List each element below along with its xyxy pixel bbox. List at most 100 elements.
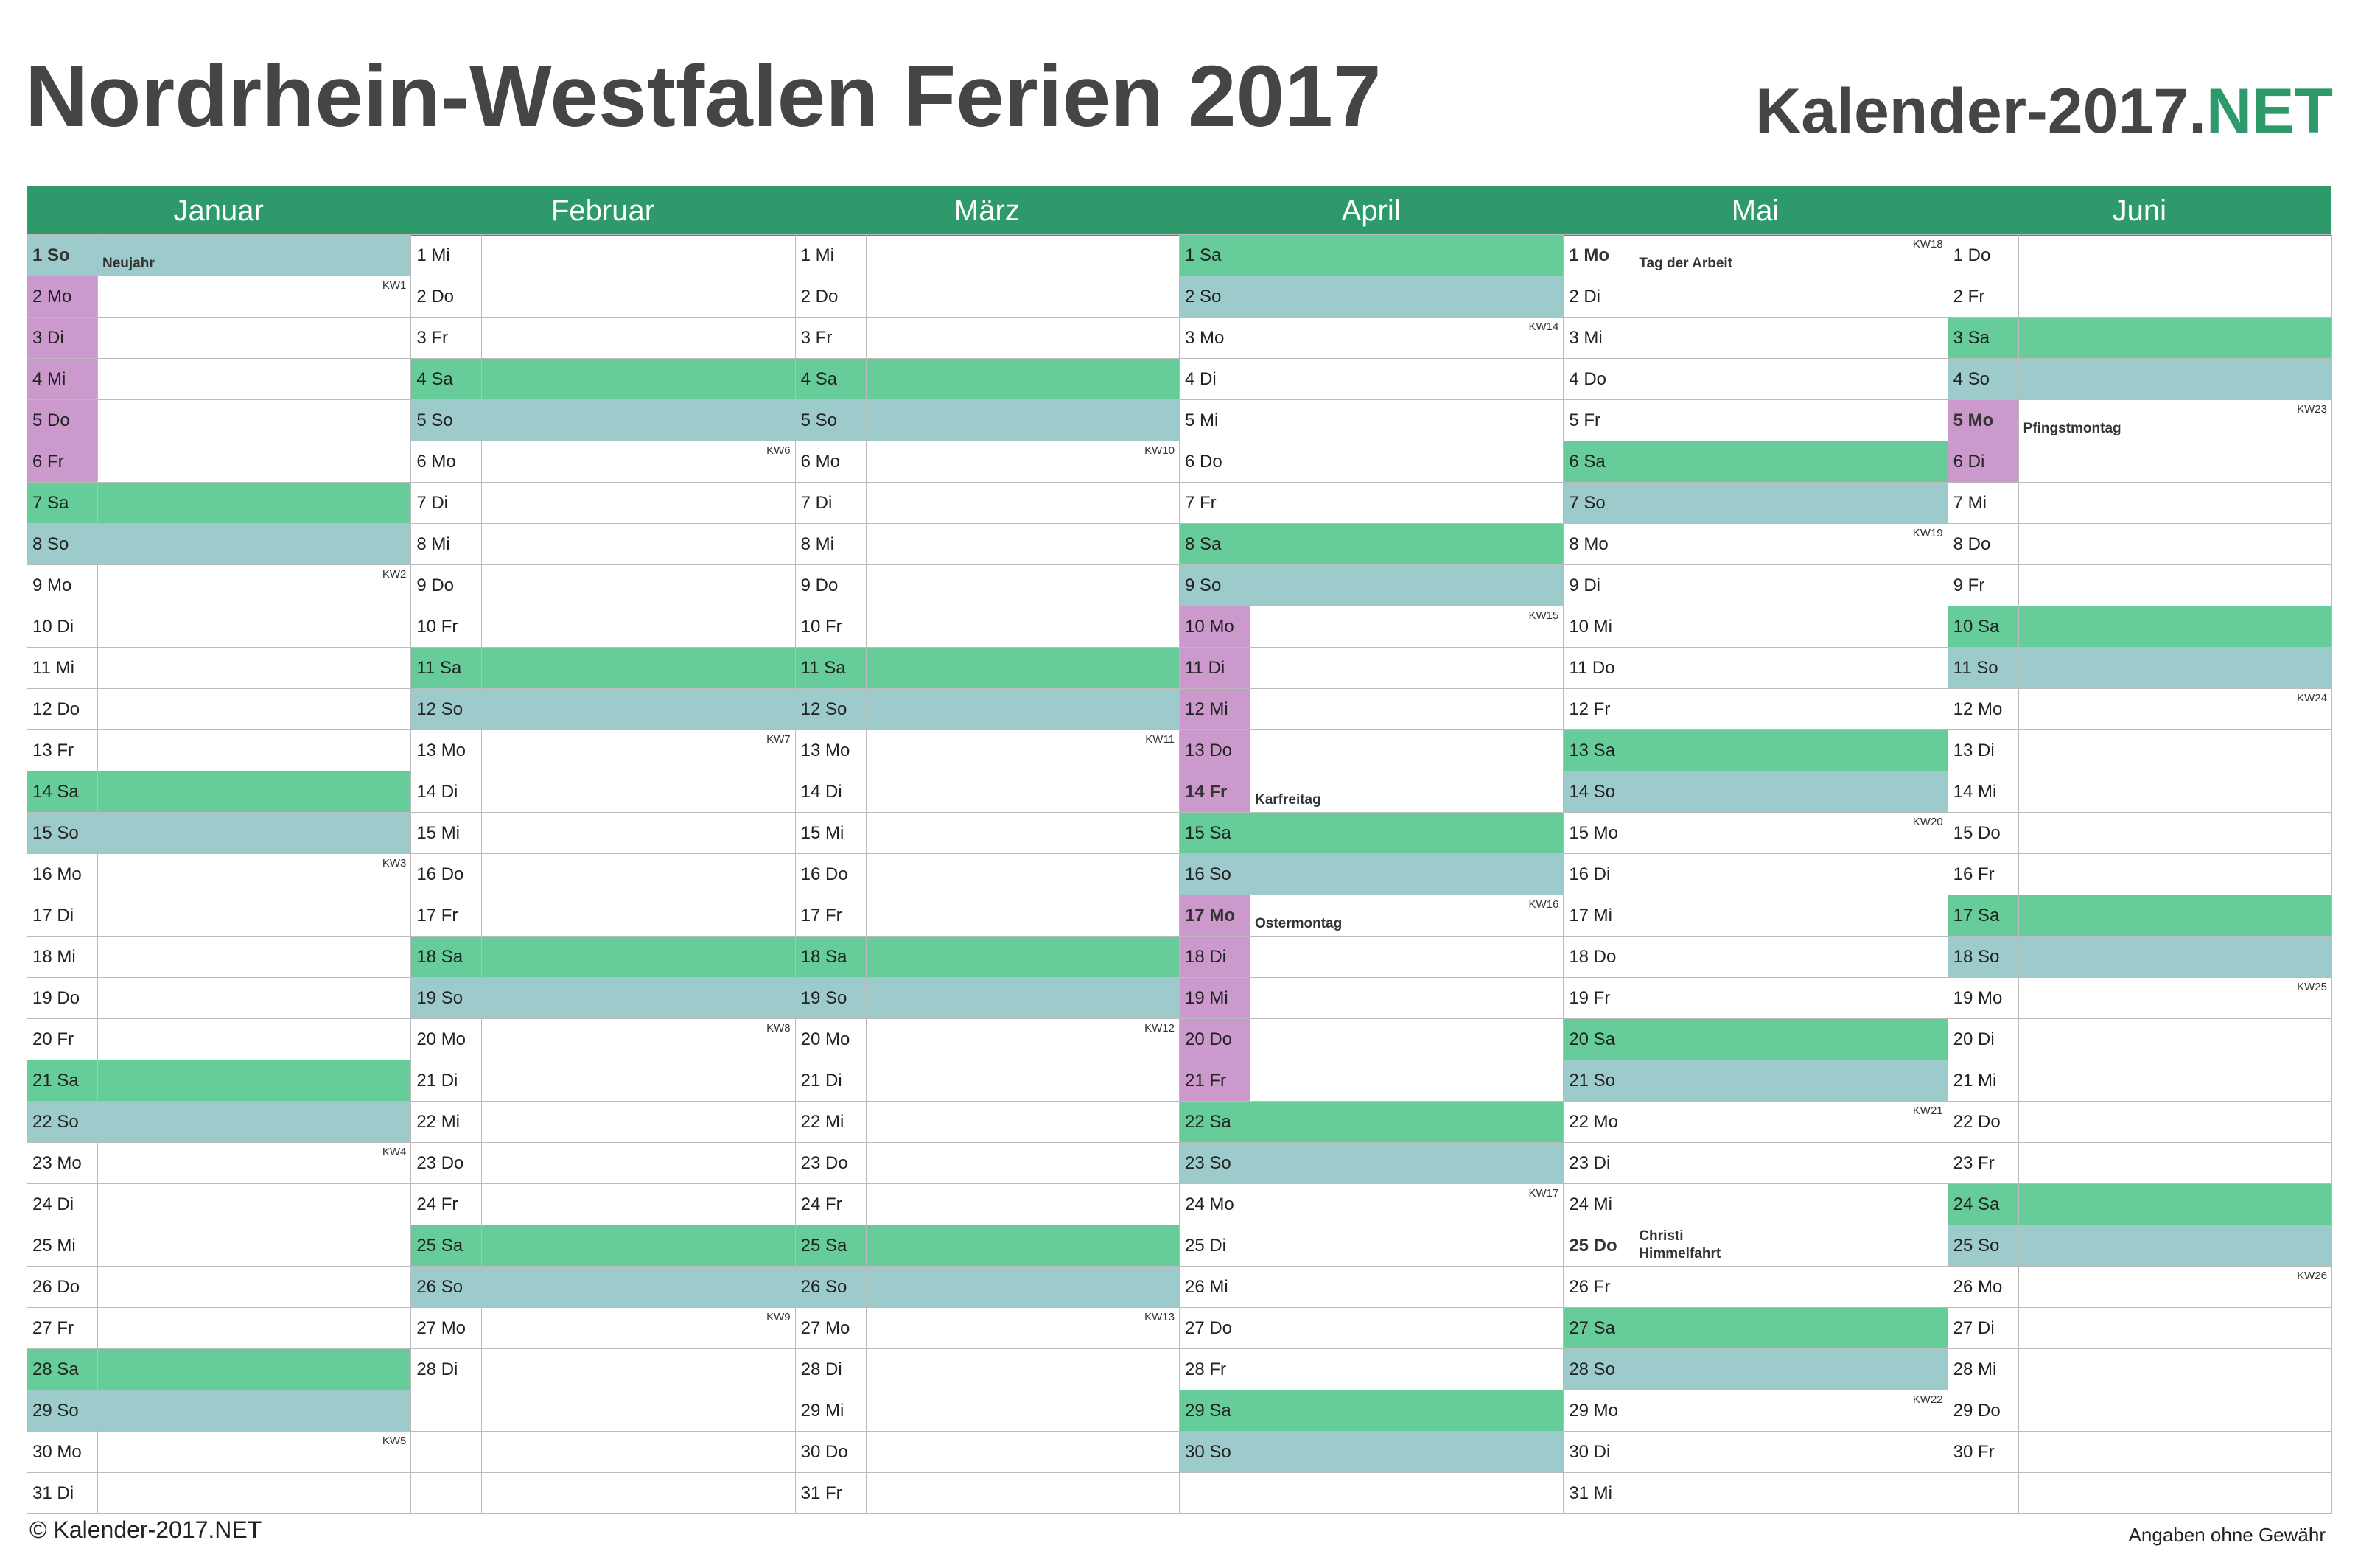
day-label: 17 Sa [1948,895,2019,936]
day-label: 23 Fr [1948,1143,2019,1183]
day-note-cell [482,937,795,977]
day-note-cell [1634,359,1947,399]
day-row: 28 Di [411,1349,795,1390]
day-label: 2 Fr [1948,276,2019,317]
holiday-name: Tag der Arbeit [1639,256,1732,272]
day-row: 31 Di [27,1473,411,1514]
day-row: 4 So [1948,359,2331,400]
day-row: 10 Mo KW15 [1179,606,1564,648]
day-label: 2 So [1179,276,1250,317]
day-note-cell [1250,813,1564,853]
day-note-cell [1250,1225,1563,1266]
day-note-cell [2018,606,2331,647]
day-label: 28 So [1564,1349,1635,1390]
week-number: KW23 [2297,403,2327,416]
day-note-cell: KW22 [1634,1390,1947,1431]
day-row: 12 Mo KW24 [1948,689,2331,730]
day-label: 23 Di [1564,1143,1635,1183]
day-label: 21 Sa [27,1060,98,1101]
day-label [1948,1473,2019,1513]
day-row: 19 Fr [1564,978,1948,1019]
day-row: 25 Sa [411,1225,795,1267]
day-note-cell [2019,1143,2331,1183]
day-row: 23 Do [795,1143,1179,1184]
day-label: 6 Sa [1564,441,1635,482]
empty-row [411,1432,795,1473]
day-label: 4 Di [1180,359,1250,399]
day-note-cell [2019,1473,2331,1513]
day-row: 29 Sa [1179,1390,1564,1432]
day-label: 8 Mi [796,524,867,564]
day-note-cell [1634,1349,1948,1390]
day-note-cell [1250,441,1563,482]
day-label: 26 So [795,1267,867,1307]
day-row: 25 Sa [795,1225,1179,1267]
day-label: 20 Do [1179,1019,1250,1060]
day-row: 15 Sa [1179,813,1564,854]
day-label: 28 Mi [1948,1349,2019,1390]
week-number: KW11 [1145,733,1175,746]
day-label: 23 So [1179,1143,1250,1183]
day-label: 3 Fr [411,318,483,358]
day-note-cell [867,318,1179,358]
day-label: 1 Sa [1179,235,1250,276]
day-row: 2 Do [795,276,1179,318]
day-row: 21 Sa [27,1060,411,1102]
day-label: 31 Mi [1564,1473,1635,1513]
day-label: 2 Di [1564,276,1635,317]
day-note-cell [867,1184,1179,1225]
day-note-cell: KW8 [482,1019,794,1060]
day-note-cell [482,1184,794,1225]
day-row: 17 Fr [795,895,1179,937]
day-row: 12 So [411,689,795,730]
day-note-cell [98,895,410,936]
day-label: 28 Sa [27,1349,98,1390]
day-row: 3 Fr [795,318,1179,359]
day-label: 20 Mo [796,1019,867,1060]
day-note-cell [98,689,410,729]
day-row: 7 Di [411,483,795,524]
day-note-cell: KW16 Ostermontag [1250,895,1563,936]
day-label [411,1473,483,1513]
day-label: 14 Sa [27,771,98,812]
day-row: 20 Mo KW8 [411,1019,795,1060]
day-row: 3 Fr [411,318,795,359]
day-row: 21 So [1564,1060,1948,1102]
day-row: 11 So [1948,648,2331,689]
day-label: 27 Di [1948,1308,2019,1348]
day-note-cell [1250,276,1564,317]
day-row: 30 Di [1564,1432,1948,1473]
day-label: 7 Di [796,483,867,523]
week-number: KW2 [382,568,407,581]
day-label: 30 Fr [1948,1432,2019,1472]
day-note-cell [482,565,794,606]
day-row: 17 Di [27,895,411,937]
day-label: 29 Mi [796,1390,867,1431]
day-row: 23 Do [411,1143,795,1184]
day-label: 8 Mi [411,524,483,564]
day-row: 20 Fr [27,1019,411,1060]
day-note-cell [482,689,795,729]
day-note-cell [1634,318,1947,358]
day-row: 9 So [1179,565,1564,606]
day-row: 8 Mo KW19 [1564,524,1948,565]
day-label: 26 Mo [1948,1267,2019,1307]
day-row: 30 Fr [1948,1432,2331,1473]
month-header-mai: Mai [1563,186,1948,236]
day-note-cell: KW17 [1250,1184,1563,1225]
day-note-cell: KW13 [867,1308,1179,1348]
day-label: 8 Mo [1564,524,1635,564]
day-label: 3 Sa [1948,318,2019,358]
day-note-cell [98,606,410,647]
day-note-cell: KW26 [2019,1267,2331,1307]
day-note-cell [866,648,1179,688]
day-row: 11 Di [1179,648,1564,689]
day-label: 26 So [411,1267,483,1307]
day-row: 27 Mo KW13 [795,1308,1179,1349]
day-note-cell: Karfreitag [1250,771,1563,812]
day-label: 25 Sa [795,1225,867,1266]
day-row: 9 Do [411,565,795,606]
day-note-cell [867,1060,1179,1101]
day-label: 31 Fr [796,1473,867,1513]
day-label: 15 Mi [411,813,483,853]
